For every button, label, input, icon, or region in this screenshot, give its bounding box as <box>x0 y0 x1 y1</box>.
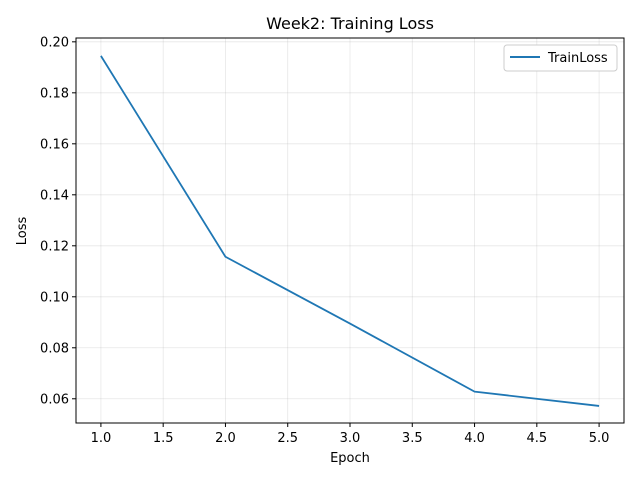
x-tick-label: 4.0 <box>464 431 485 446</box>
x-tick-label: 4.5 <box>526 431 547 446</box>
y-tick-label: 0.10 <box>40 290 69 305</box>
x-axis-label: Epoch <box>330 451 370 466</box>
grid <box>76 38 624 423</box>
y-tick-label: 0.08 <box>40 341 69 356</box>
legend-box <box>503 44 618 72</box>
x-axis-ticks: 1.0 1.5 2.0 2.5 3.0 3.5 4.0 4.5 5.0 <box>91 423 610 446</box>
x-tick-label: 2.5 <box>277 431 298 446</box>
y-tick-label: 0.12 <box>40 239 69 254</box>
y-axis-ticks: 0.06 0.08 0.10 0.12 0.14 0.16 0.18 0.20 <box>40 35 76 407</box>
y-tick-label: 0.20 <box>40 35 69 50</box>
x-tick-label: 3.0 <box>340 431 361 446</box>
x-tick-label: 1.5 <box>153 431 174 446</box>
legend: TrainLoss <box>503 44 618 72</box>
y-tick-label: 0.16 <box>40 137 69 152</box>
series-line-trainloss <box>100 55 600 407</box>
series-layer <box>100 55 600 407</box>
x-tick-label: 2.0 <box>215 431 236 446</box>
y-tick-label: 0.18 <box>40 86 69 101</box>
chart-title: Week2: Training Loss <box>266 14 434 33</box>
y-tick-label: 0.06 <box>40 392 69 407</box>
x-tick-label: 1.0 <box>91 431 112 446</box>
legend-label-trainloss: TrainLoss <box>547 51 608 66</box>
x-tick-label: 3.5 <box>402 431 423 446</box>
y-tick-label: 0.14 <box>40 188 69 203</box>
x-tick-label: 5.0 <box>589 431 610 446</box>
y-axis-label: Loss <box>15 217 30 246</box>
